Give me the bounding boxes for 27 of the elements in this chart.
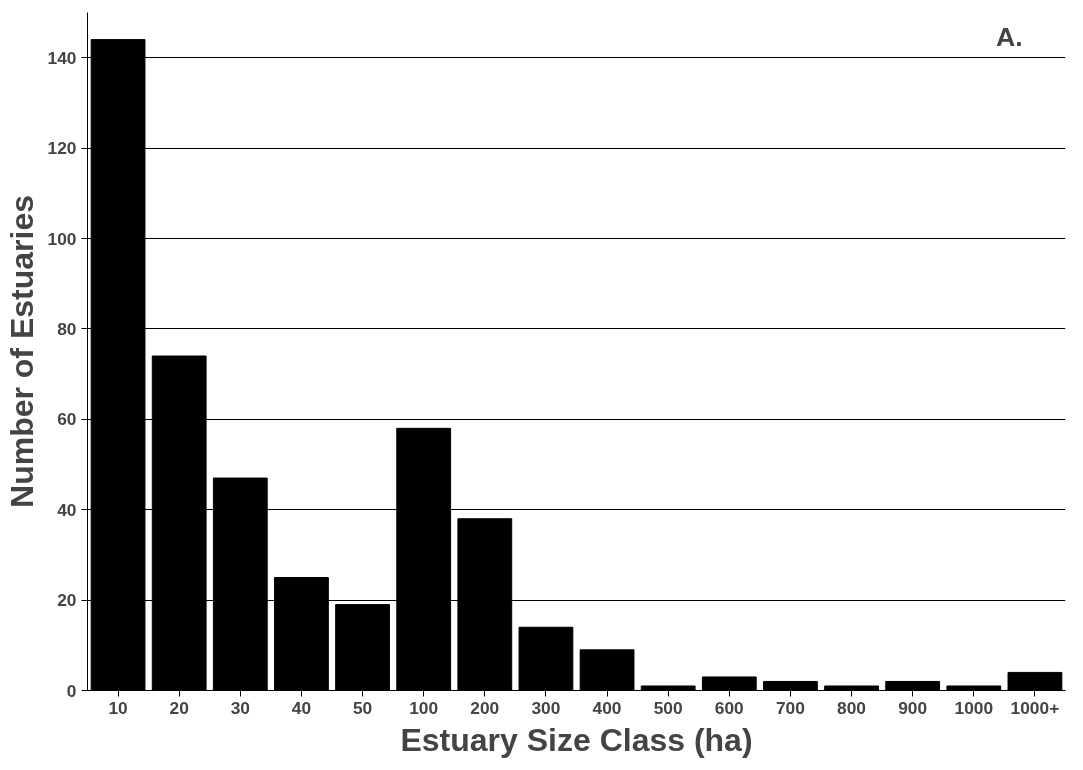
x-tick-label: 900 xyxy=(898,697,928,718)
x-tick-label: 20 xyxy=(169,697,189,718)
x-tick-label: 50 xyxy=(352,697,373,718)
x-tick-label: 10 xyxy=(108,697,128,718)
y-tick-label: 140 xyxy=(47,47,77,68)
x-tick-label: 1000 xyxy=(954,697,994,718)
y-tick-label: 20 xyxy=(57,590,77,611)
y-axis-title: Number of Estuaries xyxy=(3,195,40,508)
y-tick-label: 80 xyxy=(57,318,77,339)
x-tick-label: 700 xyxy=(775,697,805,718)
x-tick-label: 1000+ xyxy=(1010,697,1060,718)
x-axis-title: Estuary Size Class (ha) xyxy=(400,721,753,758)
x-tick-label: 100 xyxy=(409,697,439,718)
x-tick-label: 200 xyxy=(470,697,500,718)
x-tick-label: 400 xyxy=(592,697,622,718)
x-tick-label: 40 xyxy=(291,697,312,718)
y-tick-label: 100 xyxy=(47,228,77,249)
y-tick-label: 60 xyxy=(57,409,77,430)
y-tick-label: 0 xyxy=(66,680,77,701)
x-tick-label: 600 xyxy=(714,697,744,718)
x-tick-label: 800 xyxy=(837,697,867,718)
y-tick-label: 40 xyxy=(57,499,77,520)
x-tick-label: 30 xyxy=(230,697,250,718)
x-tick-label: 500 xyxy=(653,697,683,718)
annotation: A. xyxy=(996,21,1023,52)
y-tick-label: 120 xyxy=(47,138,77,159)
x-tick-label: 300 xyxy=(531,697,561,718)
